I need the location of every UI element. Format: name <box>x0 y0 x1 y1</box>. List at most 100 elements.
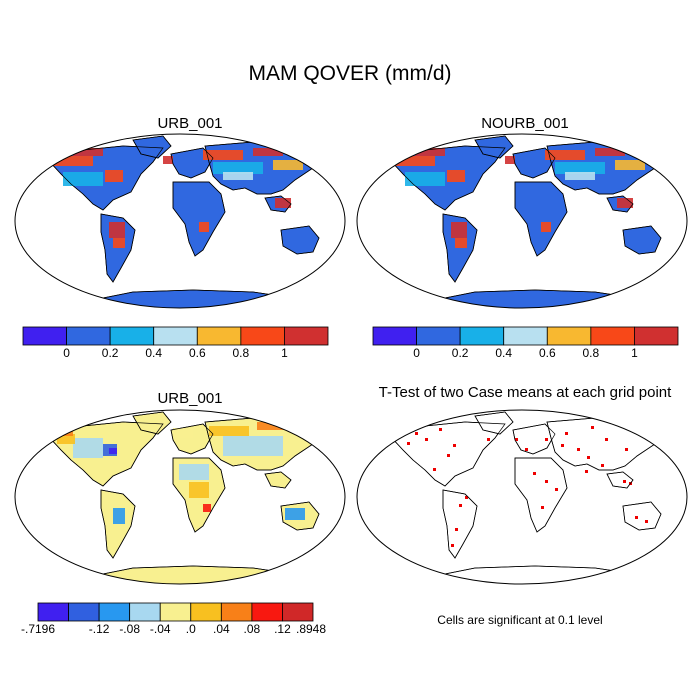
significant-cell <box>577 448 580 451</box>
colorbar-box <box>284 326 329 346</box>
field-patch <box>57 434 75 444</box>
significant-cell <box>407 442 410 445</box>
significant-cell <box>525 448 528 451</box>
colorbar-box <box>109 326 155 346</box>
significant-cell <box>601 464 604 467</box>
colorbar-box <box>22 326 67 346</box>
colorbar-box <box>416 326 461 346</box>
panel-title-diff-line1: URB_001 <box>157 390 223 407</box>
significant-cell <box>451 544 454 547</box>
field-patch <box>213 162 263 174</box>
field-patch <box>109 448 117 454</box>
colorbar-tick-label: -.08 <box>119 622 140 636</box>
field-patch <box>285 508 305 520</box>
field-patch <box>109 222 125 238</box>
colorbar-box <box>459 326 505 346</box>
significant-cell <box>561 444 564 447</box>
significant-cell <box>455 528 458 531</box>
significant-cell <box>425 438 428 441</box>
colorbar-box <box>98 602 131 622</box>
colorbar-tick-label: .8948 <box>295 622 327 636</box>
colorbar-tick-label: -.12 <box>88 622 110 636</box>
figure-title: MAM QOVER (mm/d) <box>248 62 452 85</box>
significant-cell <box>459 504 462 507</box>
map-ttest <box>356 409 688 585</box>
field-patch <box>209 426 249 436</box>
globe-border <box>14 409 346 585</box>
field-patch <box>105 170 123 182</box>
significant-cell <box>635 516 638 519</box>
field-patch <box>617 198 633 208</box>
colorbar-nourb-labels: 0 0.2 0.4 0.6 0.8 1 <box>373 346 678 362</box>
field-patch <box>545 150 585 160</box>
colorbar-tick-label: .04 <box>212 622 230 636</box>
colorbar-box <box>282 602 314 622</box>
field-patch <box>113 238 125 248</box>
colorbar-diff <box>37 602 314 622</box>
map-urb <box>14 133 346 309</box>
significant-cell <box>465 496 468 499</box>
ttest-note: Cells are significant at 0.1 level <box>437 613 603 627</box>
field-patch <box>273 160 303 170</box>
field-patch <box>73 438 103 458</box>
significant-cell <box>433 468 436 471</box>
colorbar-box <box>153 326 198 346</box>
colorbar-tick-label: -.7196 <box>20 622 56 636</box>
significant-cell <box>591 426 594 429</box>
field-patch <box>53 156 93 166</box>
significant-cell <box>545 480 548 483</box>
colorbar-urb <box>22 326 329 346</box>
field-patch <box>595 148 625 156</box>
field-patch <box>615 160 645 170</box>
colorbar-box <box>372 326 417 346</box>
field-patch <box>555 162 605 174</box>
colorbar-box <box>129 602 161 622</box>
significant-cell <box>453 444 456 447</box>
colorbar-box <box>240 326 285 346</box>
colorbar-tick-label: 0 <box>413 346 420 360</box>
field-patch <box>451 222 467 238</box>
significant-cell <box>587 456 590 459</box>
field-patch <box>565 172 595 180</box>
colorbar-box <box>634 326 679 346</box>
significant-cell <box>487 438 490 441</box>
field-patch <box>199 222 209 232</box>
colorbar-box <box>190 602 222 622</box>
field-patch <box>455 238 467 248</box>
colorbar-tick-label: 0.6 <box>538 346 556 360</box>
field-patch <box>253 148 283 156</box>
globe-border <box>356 133 688 309</box>
colorbar-tick-label: .12 <box>274 622 291 636</box>
panel-title-ttest: T-Test of two Case means at each grid po… <box>378 384 672 401</box>
significant-cell <box>439 428 442 431</box>
field-patch <box>541 222 551 232</box>
field-patch <box>257 422 287 430</box>
colorbar-box <box>503 326 548 346</box>
colorbar-tick-label: 1 <box>631 346 638 360</box>
field-patch <box>447 170 465 182</box>
significant-cell <box>605 438 608 441</box>
colorbar-tick-label: .0 <box>185 622 196 636</box>
significant-cell <box>639 432 642 435</box>
significant-cell <box>651 428 654 431</box>
field-patch <box>173 428 193 438</box>
colorbar-tick-label: 0.2 <box>101 346 119 360</box>
colorbar-tick-label: 0.8 <box>232 346 250 360</box>
field-patch <box>223 172 253 180</box>
field-patch <box>395 156 435 166</box>
field-patch <box>163 156 173 164</box>
significant-cell <box>515 438 518 441</box>
significant-cell <box>555 488 558 491</box>
globe-border <box>356 409 688 585</box>
significant-cell <box>545 438 548 441</box>
colorbar-box <box>220 602 253 622</box>
globe-border <box>14 133 346 309</box>
panel-title-urb-line1: URB_001 <box>157 115 223 132</box>
significant-cell <box>541 506 544 509</box>
field-patch <box>73 148 103 156</box>
significant-cell <box>565 432 568 435</box>
colorbar-tick-label: 1 <box>281 346 288 360</box>
field-patch <box>505 156 515 164</box>
colorbar-tick-label: 0.2 <box>451 346 469 360</box>
colorbar-box <box>251 602 283 622</box>
